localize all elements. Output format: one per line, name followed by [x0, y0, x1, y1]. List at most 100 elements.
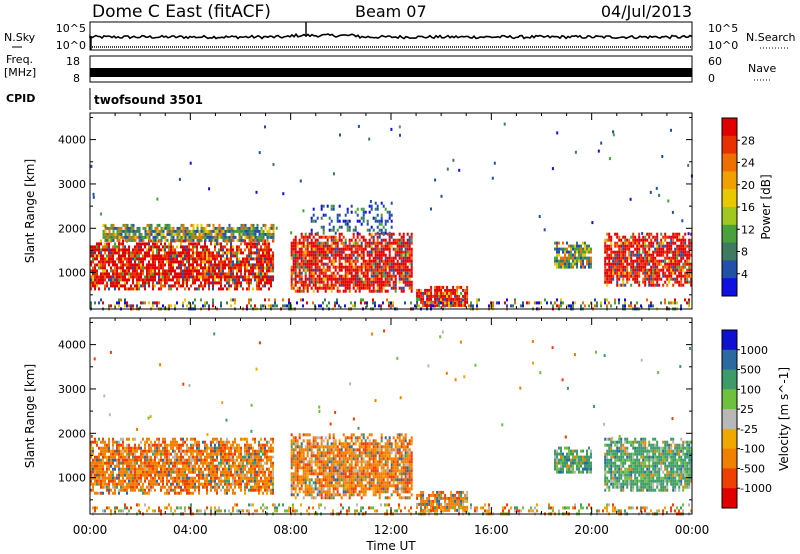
heatmap-cell	[208, 452, 210, 456]
heatmap-cell	[220, 254, 222, 258]
heatmap-cell	[636, 268, 639, 272]
heatmap-cell	[192, 238, 195, 242]
heatmap-cell	[452, 288, 455, 292]
heatmap-cell	[342, 277, 345, 281]
heatmap-cell	[158, 223, 161, 227]
heatmap-cell	[164, 248, 166, 252]
heatmap-cell	[676, 247, 679, 251]
heatmap-cell	[580, 253, 582, 257]
heatmap-cell	[642, 265, 645, 269]
heatmap-cell	[312, 250, 315, 254]
heatmap-cell	[422, 294, 425, 298]
heatmap-cell	[202, 482, 204, 486]
heatmap-cell	[194, 470, 196, 474]
heatmap-cell	[678, 250, 681, 254]
heatmap-cell	[356, 271, 359, 275]
heatmap-cell	[622, 244, 625, 248]
heatmap-cell	[644, 253, 647, 257]
heatmap-cell	[372, 283, 375, 287]
heatmap-cell	[150, 443, 152, 447]
heatmap-cell	[206, 275, 208, 279]
heatmap-cell	[616, 235, 619, 239]
heatmap-cell	[586, 256, 588, 260]
heatmap-cell	[340, 268, 343, 272]
heatmap-cell	[394, 283, 397, 287]
heatmap-cell	[406, 232, 409, 236]
heatmap-cell	[118, 245, 120, 249]
heatmap-cell	[578, 256, 580, 260]
heatmap-cell	[178, 473, 180, 477]
heatmap-cell	[684, 244, 687, 248]
heatmap-cell	[416, 300, 419, 304]
heatmap-cell	[206, 251, 208, 255]
heatmap-cell	[374, 265, 377, 269]
heatmap-cell	[100, 473, 102, 477]
heatmap-cell	[312, 271, 315, 275]
heatmap-cell	[130, 304, 132, 308]
heatmap-cell	[160, 272, 162, 276]
heatmap-cell	[376, 262, 379, 266]
heatmap-cell	[110, 260, 112, 264]
heatmap-cell	[154, 473, 156, 477]
heatmap-cell	[310, 228, 313, 232]
heatmap-cell	[366, 219, 369, 223]
heatmap-cell	[254, 251, 256, 255]
heatmap-cell	[100, 251, 102, 255]
heatmap-cell	[166, 278, 168, 282]
heatmap-cell	[688, 301, 690, 305]
heatmap-cell	[348, 262, 351, 266]
heatmap-cell	[190, 458, 192, 462]
heatmap-cell	[676, 301, 678, 305]
heatmap-cell	[98, 470, 100, 474]
heatmap-cell	[116, 443, 118, 447]
heatmap-cell	[268, 251, 270, 255]
heatmap-cell	[658, 241, 661, 245]
heatmap-cell	[134, 452, 136, 456]
heatmap-cell	[398, 241, 401, 245]
heatmap-cell	[126, 248, 128, 252]
heatmap-cell	[220, 248, 222, 252]
heatmap-cell	[108, 263, 110, 267]
heatmap-cell	[230, 238, 233, 242]
heatmap-cell	[128, 254, 130, 258]
heatmap-cell	[346, 247, 349, 251]
heatmap-cell	[250, 298, 252, 302]
heatmap-cell	[292, 241, 295, 245]
heatmap-cell	[110, 275, 112, 279]
heatmap-cell	[154, 260, 156, 264]
heatmap-cell	[644, 277, 647, 281]
heatmap-cell	[136, 245, 138, 249]
heatmap-cell	[232, 251, 234, 255]
heatmap-cell	[162, 266, 164, 270]
heatmap-cell	[224, 455, 226, 459]
heatmap-cell	[370, 283, 373, 287]
heatmap-cell	[206, 488, 208, 492]
heatmap-cell	[304, 250, 307, 254]
heatmap-cell	[154, 449, 156, 453]
heatmap-cell	[168, 488, 170, 492]
heatmap-cell	[178, 443, 180, 447]
heatmap-cell	[368, 259, 371, 263]
heatmap-cell	[652, 271, 655, 275]
heatmap-cell	[398, 125, 401, 129]
heatmap-cell	[424, 288, 427, 292]
heatmap-cell	[388, 238, 391, 242]
heatmap-cell	[120, 257, 122, 261]
heatmap-cell	[660, 247, 663, 251]
heatmap-cell	[556, 250, 558, 254]
heatmap-cell	[578, 259, 580, 263]
heatmap-cell	[218, 446, 220, 450]
heatmap-cell	[654, 256, 657, 260]
heatmap-cell	[662, 253, 665, 257]
heatmap-cell	[260, 266, 262, 270]
heatmap-cell	[404, 253, 407, 257]
heatmap-cell	[136, 485, 138, 489]
heatmap-cell	[268, 226, 271, 230]
heatmap-cell	[134, 254, 136, 258]
heatmap-cell	[96, 272, 98, 276]
heatmap-cell	[464, 288, 467, 292]
heatmap-cell	[114, 281, 116, 285]
heatmap-cell	[188, 254, 190, 258]
heatmap-cell	[96, 470, 98, 474]
heatmap-cell	[150, 476, 152, 480]
